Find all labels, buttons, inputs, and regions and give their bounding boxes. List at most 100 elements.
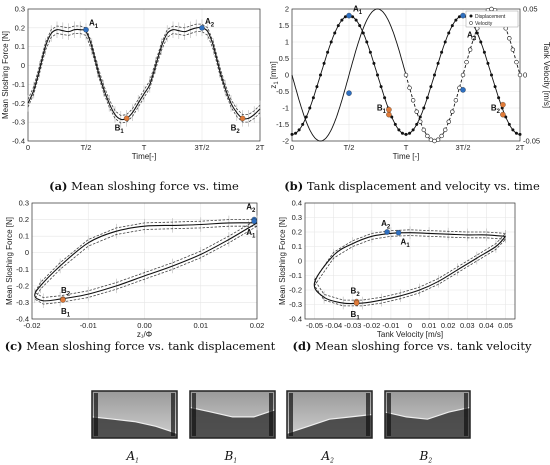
caption: (d) Mean sloshing force vs. tank velocit… [293,339,532,353]
velocity-marker [464,59,469,65]
velocity-marker [507,36,512,41]
x-tick-label: T/2 [344,143,355,152]
displacement-marker [311,96,315,100]
photo-a2 [286,390,373,439]
velocity-marker [489,6,494,12]
y-tick-label: 0.4 [292,199,302,208]
x-tick-label: 0 [26,143,30,152]
displacement-marker [397,128,401,132]
plot-frame [304,202,516,320]
caption: (b) Tank displacement and velocity vs. t… [284,179,540,193]
photo-a1 [91,390,178,439]
displacement-marker [408,131,412,135]
point-label: A1 [89,19,99,31]
velocity-marker [453,98,459,103]
displacement-marker [319,73,322,77]
marker-b1 [386,111,392,118]
y-tick-label: -0.2 [16,281,29,290]
x-axis-label: Time [-] [393,152,420,161]
point-label: A2 [246,203,256,215]
displacement-marker [336,24,340,28]
displacement-marker [454,18,458,22]
y-tick-label: 1.5 [279,21,289,30]
y-tick-label: 0 [298,257,302,266]
velocity-marker [414,109,419,114]
y-tick-label: -0.1 [16,265,29,274]
velocity-marker [467,47,473,52]
legend-displacement-swatch [469,14,473,18]
y-tick-label: -0.2 [289,286,302,295]
x-tick-label: T [142,143,147,152]
displacement-marker [497,96,501,100]
displacement-marker [457,15,461,19]
velocity-marker [432,138,437,144]
free-surface [189,406,276,418]
tank-frame [286,390,373,439]
tank-frame [91,390,178,439]
velocity-marker [446,119,451,124]
y-axis-label: z1 [mm] [269,61,280,88]
tank-wall-right [464,393,468,436]
displacement-marker [393,122,397,126]
displacement-marker [343,15,347,19]
displacement-marker [361,31,365,35]
photo-strip: A1 B1 A2 B2 [91,390,471,465]
velocity-marker [460,72,466,78]
y-axis-label: Mean Sloshing Force [N] [278,217,287,305]
displacement-marker [440,50,444,54]
velocity-marker [517,72,523,78]
free-surface [91,416,178,434]
point-label: B1 [351,310,361,322]
tank-wall-left [94,393,98,436]
displacement-marker [507,122,511,126]
point-label: B1 [377,104,387,116]
force-a-band-edge [27,23,261,116]
y-tick-label: -0.4 [289,315,302,324]
velocity-marker [435,137,441,142]
displacement-marker [304,115,308,119]
force-c-band-edge [34,219,258,298]
marker-a2 [384,229,390,235]
displacement-marker [511,128,515,132]
y-tick-label: -0.5 [276,87,289,96]
displacement-marker [411,128,415,132]
caption: (c) Mean sloshing force vs. tank displac… [5,339,276,353]
displacement-marker [376,73,379,77]
displacement-marker [326,50,330,54]
y2-axis-label: Tank Velocity [m/s] [542,42,550,108]
displacement-marker [365,40,369,44]
displacement-marker [404,132,408,136]
x-tick-label: 0 [290,143,294,152]
velocity-marker [450,109,455,114]
displacement-marker [450,24,454,28]
displacement-marker [400,131,404,135]
x-tick-label: 2T [516,143,525,152]
tank-frame [189,390,276,439]
y-tick-label: 2 [285,5,289,14]
x-tick-label: 0.01 [193,321,208,330]
legend-displacement: Displacement [475,14,506,20]
displacement-marker [433,73,436,77]
x-tick-label: 0.05 [498,321,513,330]
y-tick-label: -0.3 [289,300,302,309]
y-tick-label: -0.3 [16,298,29,307]
velocity-marker [514,59,519,65]
marker-b2 [500,101,506,108]
tank-wall-left [387,393,391,436]
displacement-marker [290,132,294,136]
tank-wall-right [171,393,175,436]
x-tick-label: -0.05 [306,321,323,330]
y-tick-label: 0 [25,248,29,257]
force-d-band-edge [314,229,506,301]
displacement-marker [479,40,483,44]
displacement-marker [493,85,497,89]
y-tick-label: 0 [21,61,25,70]
displacement-marker [351,15,355,19]
x-tick-label: 0.02 [441,321,456,330]
x-axis-label: Tank Velocity [m/s] [377,330,443,339]
point-label: A2 [205,17,215,29]
y2-tick-label: 0.05 [523,5,538,14]
y-tick-label: 0.5 [279,54,289,63]
velocity-marker [403,72,409,78]
point-label: A2 [467,31,477,43]
